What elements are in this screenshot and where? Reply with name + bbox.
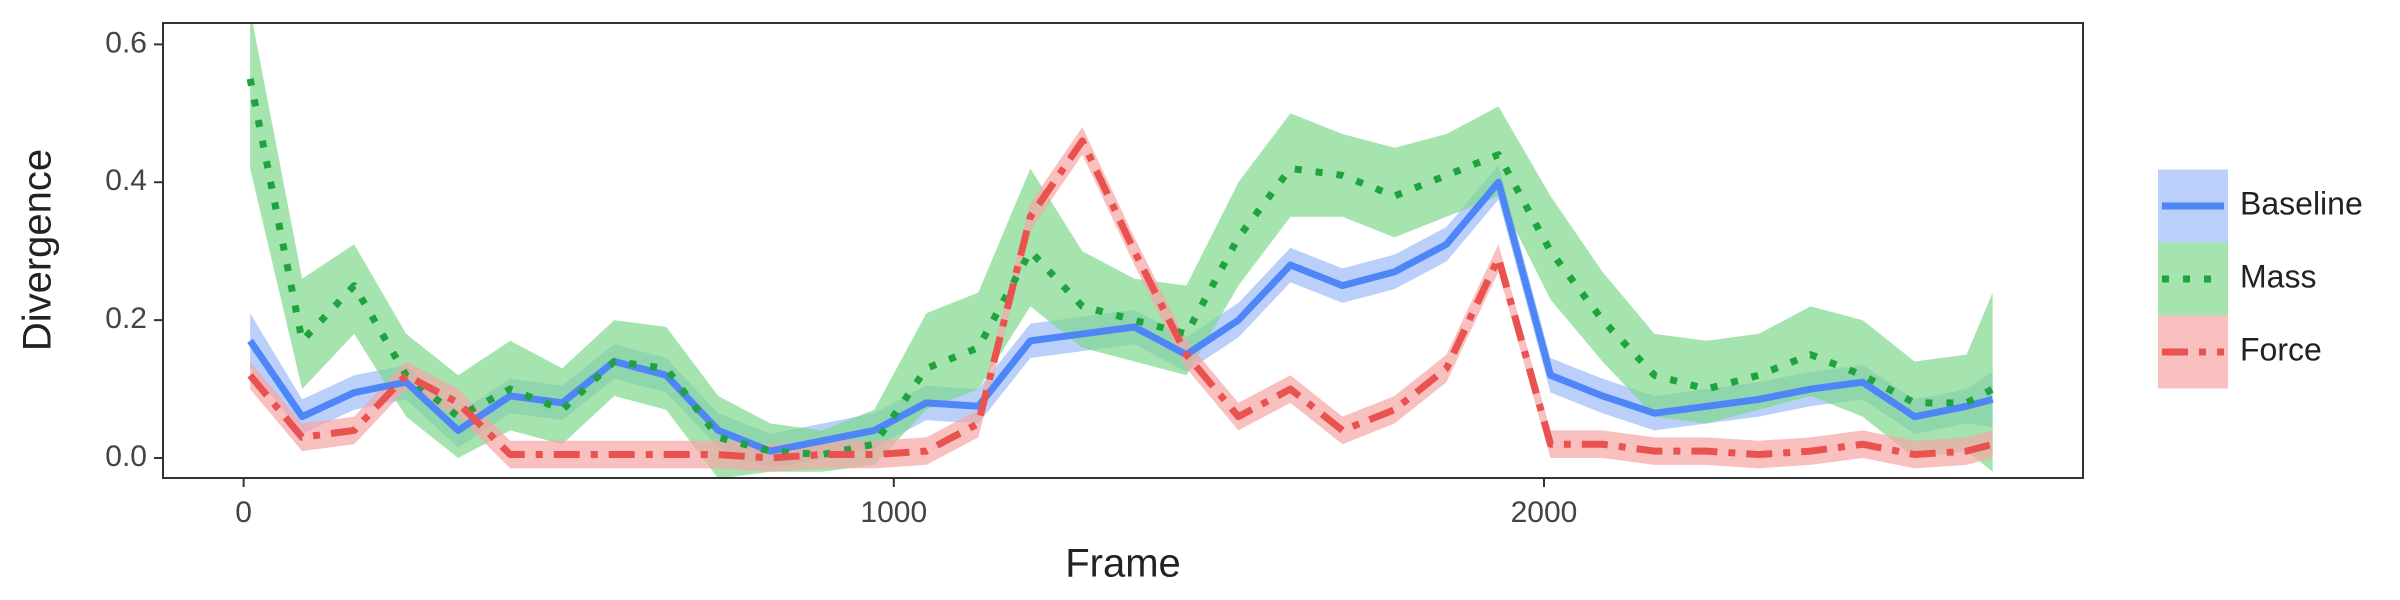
confidence-band bbox=[250, 127, 1993, 472]
y-tick-label: 0.6 bbox=[105, 26, 147, 59]
legend-label: Baseline bbox=[2240, 185, 2363, 221]
legend-label: Force bbox=[2240, 331, 2322, 367]
y-tick-label: 0.0 bbox=[105, 440, 147, 473]
y-tick-label: 0.2 bbox=[105, 302, 147, 335]
x-axis-title: Frame bbox=[1065, 542, 1181, 586]
series-line bbox=[246, 78, 1995, 459]
confidence-band bbox=[250, 23, 1993, 478]
legend-key-band bbox=[2158, 242, 2228, 316]
y-tick-label: 0.4 bbox=[105, 164, 147, 197]
x-tick-label: 2000 bbox=[1511, 496, 1578, 529]
y-axis-title: Divergence bbox=[16, 149, 60, 351]
plot-area bbox=[246, 23, 1995, 478]
x-tick-label: 1000 bbox=[860, 496, 927, 529]
series-line bbox=[247, 178, 1994, 455]
legend-label: Mass bbox=[2240, 258, 2316, 294]
x-tick-label: 0 bbox=[235, 496, 252, 529]
panel-border bbox=[162, 22, 2084, 479]
